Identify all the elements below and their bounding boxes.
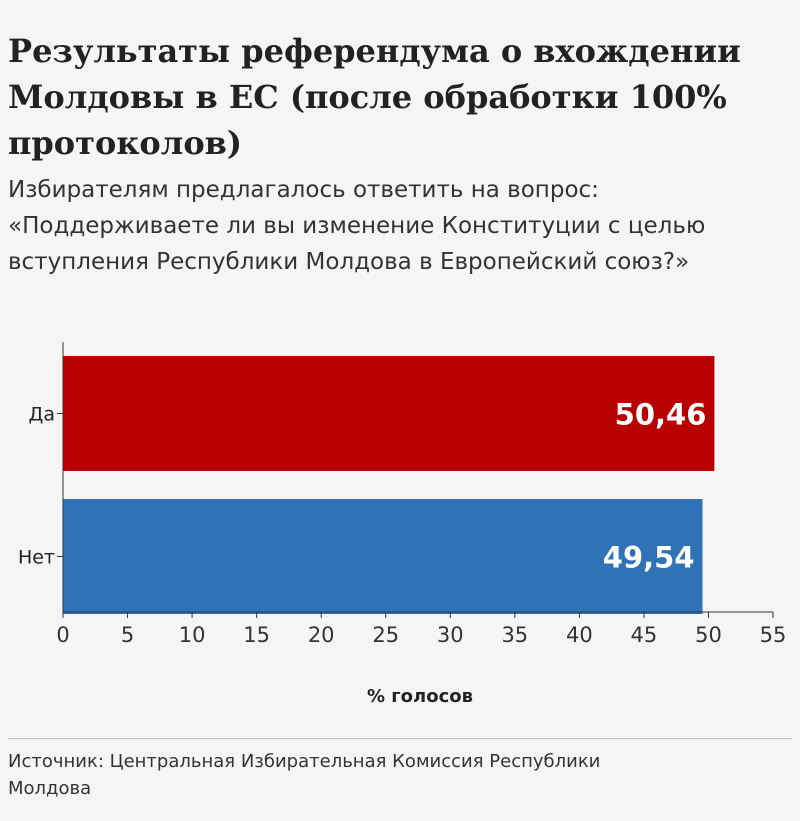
category-label: Да (29, 404, 56, 426)
x-tick-label: 25 (372, 623, 399, 647)
x-tick-label: 20 (308, 623, 335, 647)
bar-2 (63, 499, 703, 614)
x-tick-label: 0 (56, 623, 69, 647)
x-axis-label: % голосов (367, 686, 473, 707)
x-tick-label: 10 (179, 623, 206, 647)
x-tick-label: 40 (566, 623, 593, 647)
bar-value-label: 49,54 (603, 541, 695, 575)
x-tick-label: 50 (695, 623, 722, 647)
chart-title: Результаты референдума о вхождении Молдо… (8, 32, 741, 162)
bar-chart: 50,46 Да 49,54 Нет 0 5 10 15 20 25 30 35 40 45 50 55 % г… (18, 342, 787, 707)
x-tick-label: 30 (437, 623, 464, 647)
source-note: Источник: Центральная Избирательная Коми… (8, 751, 601, 799)
category-label: Нет (18, 547, 55, 569)
x-tick-label: 35 (501, 623, 528, 647)
bar-value-label: 50,46 (615, 398, 707, 432)
footer-divider (8, 738, 792, 739)
x-tick-label: 55 (760, 623, 787, 647)
bar-1 (63, 356, 715, 471)
x-tick-label: 5 (121, 623, 134, 647)
chart-subtitle: Избирателям предлагалось ответить на воп… (8, 177, 706, 275)
x-tick-label: 45 (631, 623, 658, 647)
x-tick-label: 15 (243, 623, 270, 647)
